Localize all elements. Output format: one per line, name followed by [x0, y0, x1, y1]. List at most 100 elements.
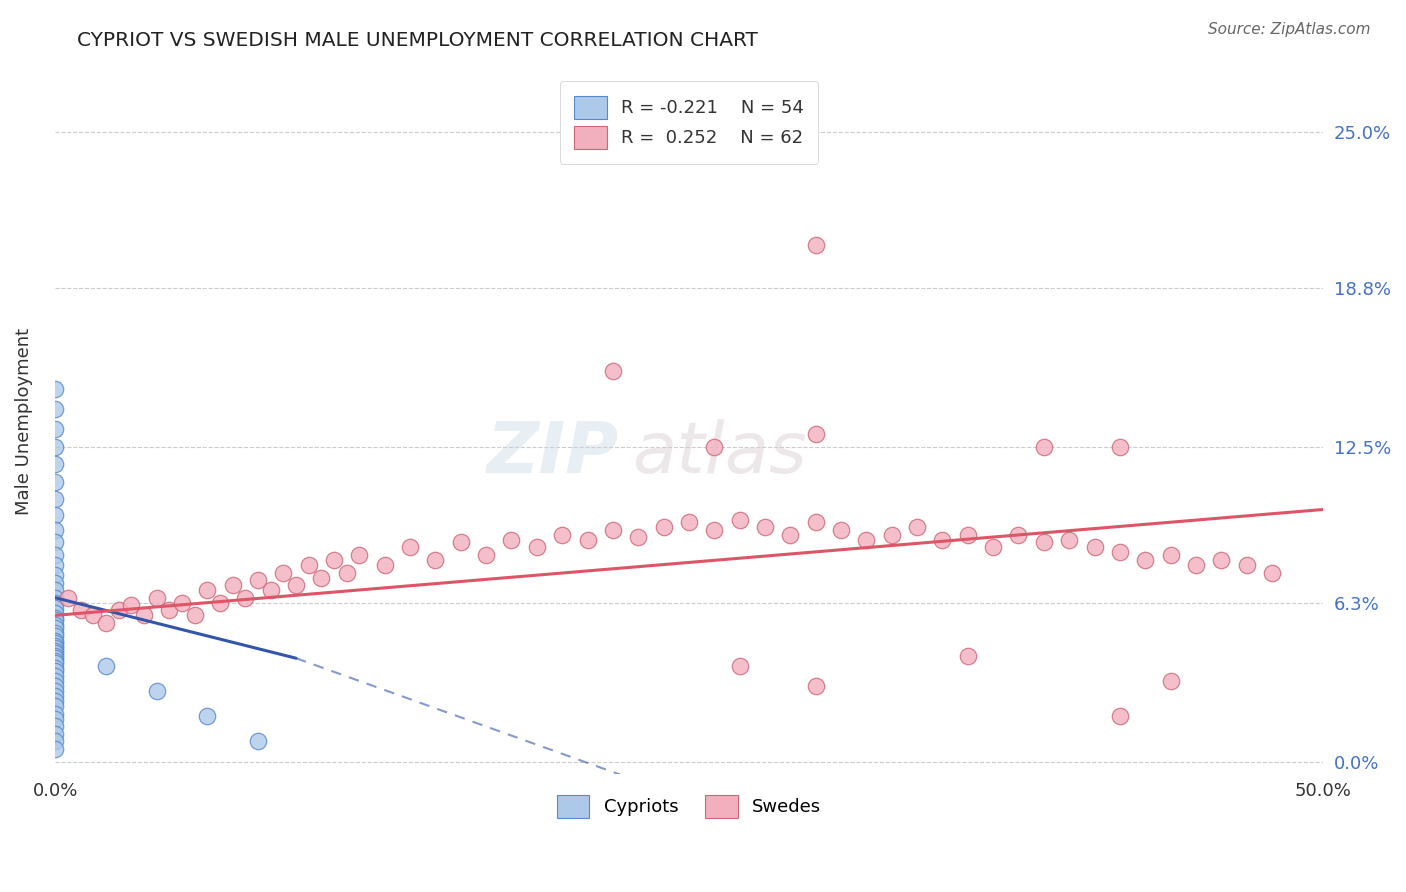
Point [233, 591, 256, 605]
Point [526, 541, 548, 555]
Point [44, 591, 66, 605]
Point [1160, 548, 1182, 562]
Point [44, 382, 66, 396]
Point [44, 712, 66, 726]
Point [44, 648, 66, 663]
Point [1108, 440, 1130, 454]
Point [1261, 566, 1284, 580]
Point [170, 596, 193, 610]
Point [44, 641, 66, 656]
Point [56, 591, 79, 605]
Point [44, 651, 66, 665]
Point [754, 520, 776, 534]
Point [1108, 545, 1130, 559]
Point [44, 583, 66, 598]
Text: atlas: atlas [631, 418, 807, 488]
Point [44, 633, 66, 648]
Point [311, 570, 333, 584]
Point [703, 523, 725, 537]
Point [157, 603, 180, 617]
Point [44, 669, 66, 683]
Point [652, 520, 675, 534]
Point [830, 523, 852, 537]
Point [44, 679, 66, 693]
Point [880, 527, 903, 541]
Point [44, 440, 66, 454]
Point [602, 523, 624, 537]
Point [399, 541, 422, 555]
Point [44, 618, 66, 632]
Point [627, 530, 650, 544]
Point [374, 558, 396, 572]
Point [44, 742, 66, 756]
Point [349, 548, 371, 562]
Point [44, 654, 66, 668]
Point [221, 578, 243, 592]
Point [273, 566, 295, 580]
Point [44, 475, 66, 489]
Point [44, 626, 66, 640]
Point [44, 596, 66, 610]
Point [678, 515, 700, 529]
Point [804, 515, 827, 529]
Text: CYPRIOT VS SWEDISH MALE UNEMPLOYMENT CORRELATION CHART: CYPRIOT VS SWEDISH MALE UNEMPLOYMENT COR… [77, 31, 758, 50]
Point [183, 608, 205, 623]
Point [44, 422, 66, 436]
Point [1032, 535, 1054, 549]
Point [336, 566, 359, 580]
Point [145, 684, 167, 698]
Point [44, 401, 66, 416]
Point [69, 603, 91, 617]
Point [195, 583, 218, 598]
Point [804, 426, 827, 441]
Point [44, 699, 66, 714]
Point [905, 520, 928, 534]
Point [44, 548, 66, 562]
Point [1007, 527, 1029, 541]
Point [804, 238, 827, 252]
Y-axis label: Male Unemployment: Male Unemployment [15, 327, 32, 515]
Point [1032, 440, 1054, 454]
Point [551, 527, 574, 541]
Point [44, 628, 66, 642]
Point [44, 694, 66, 708]
Point [107, 603, 129, 617]
Point [1108, 709, 1130, 723]
Point [44, 727, 66, 741]
Point [44, 492, 66, 507]
Point [44, 568, 66, 582]
Point [44, 664, 66, 678]
Point [44, 575, 66, 590]
Point [44, 508, 66, 522]
Point [44, 661, 66, 675]
Point [132, 608, 155, 623]
Point [931, 533, 953, 547]
Point [44, 600, 66, 615]
Point [44, 689, 66, 703]
Point [728, 658, 751, 673]
Point [298, 558, 321, 572]
Point [44, 606, 66, 620]
Point [425, 553, 447, 567]
Point [779, 527, 801, 541]
Text: ZIP: ZIP [486, 418, 619, 488]
Point [1083, 541, 1105, 555]
Point [981, 541, 1004, 555]
Point [44, 684, 66, 698]
Point [120, 599, 142, 613]
Point [145, 591, 167, 605]
Point [247, 734, 270, 748]
Point [1211, 553, 1233, 567]
Legend: Cypriots, Swedes: Cypriots, Swedes [550, 788, 828, 825]
Point [956, 648, 979, 663]
Point [44, 614, 66, 628]
Point [44, 639, 66, 653]
Point [1185, 558, 1208, 572]
Point [247, 573, 270, 587]
Point [44, 643, 66, 657]
Point [323, 553, 346, 567]
Point [44, 535, 66, 549]
Point [208, 596, 231, 610]
Point [956, 527, 979, 541]
Point [602, 364, 624, 378]
